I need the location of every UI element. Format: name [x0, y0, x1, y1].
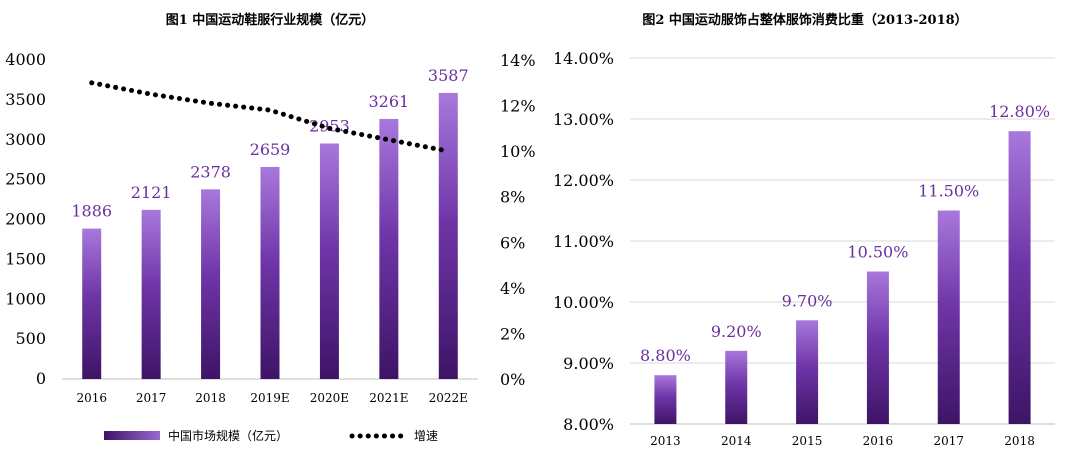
- chart1-data-label: 2659: [250, 140, 291, 159]
- chart2-y-tick-label: 12.00%: [553, 171, 614, 190]
- chart2-y-tick-label: 11.00%: [553, 232, 614, 251]
- chart1-bar: [438, 92, 458, 379]
- chart1-y2-tick-label: 12%: [500, 97, 536, 116]
- chart2-y-tick-label: 9.00%: [563, 354, 614, 373]
- chart2: 图2 中国运动服饰占整体服饰消费比重（2013-2018） 14.00% 13.0…: [553, 12, 1055, 448]
- chart2-bars: [654, 131, 1031, 424]
- chart1-y-tick-label: 1000: [5, 289, 46, 308]
- chart1-y-tick-label: 4000: [5, 50, 46, 69]
- chart1-y-tick-label: 0: [36, 369, 46, 388]
- chart1-y-tick-label: 2000: [5, 210, 46, 229]
- chart1-bar: [201, 189, 221, 379]
- chart2-y-tick-label: 10.00%: [553, 293, 614, 312]
- chart2-x-tick-label: 2017: [933, 434, 964, 448]
- chart2-x-tick-label: 2014: [721, 434, 752, 448]
- chart1-y-tick-label: 3500: [5, 90, 46, 109]
- chart1-bars: [82, 92, 458, 380]
- chart2-y-tick-label: 14.00%: [553, 49, 614, 68]
- chart1-y2-tick-label: 6%: [500, 233, 525, 252]
- chart1-bar: [319, 143, 339, 379]
- chart1-x-tick-label: 2016: [76, 391, 107, 405]
- chart1-y-tick-label: 1500: [5, 249, 46, 268]
- chart2-bar: [796, 320, 819, 424]
- chart2-bar: [725, 350, 748, 424]
- chart1-data-label: 2378: [190, 162, 231, 181]
- chart1-left-axis: 4000 3500 3000 2500 2000 1500 1000 500 0: [5, 50, 46, 388]
- chart1: 图1 中国运动鞋服行业规模（亿元） 4000 3500 3000 2500 2000 15…: [5, 12, 535, 443]
- legend-bar-label: 中国市场规模（亿元）: [168, 428, 288, 443]
- chart2-data-label: 12.80%: [989, 102, 1050, 121]
- chart1-data-label: 3261: [368, 92, 409, 111]
- chart2-x-tick-label: 2015: [792, 434, 823, 448]
- chart2-bar: [937, 210, 960, 424]
- chart1-y-tick-label: 3000: [5, 130, 46, 149]
- chart2-data-label: 11.50%: [918, 182, 979, 201]
- chart2-y-axis: 14.00% 13.00% 12.00% 11.00% 10.00% 9.00% 8.00%: [553, 49, 614, 434]
- chart1-y2-tick-label: 4%: [500, 279, 525, 298]
- chart1-y2-tick-label: 2%: [500, 324, 525, 343]
- chart2-bar: [1008, 131, 1031, 424]
- chart2-bar: [654, 375, 677, 424]
- chart1-legend: 中国市场规模（亿元） 增速: [104, 428, 438, 443]
- chart1-x-tick-label: 2022E: [429, 391, 468, 405]
- chart1-y2-tick-label: 14%: [500, 51, 536, 70]
- chart1-y2-tick-label: 8%: [500, 188, 525, 207]
- chart2-data-labels: 8.80% 9.20% 9.70% 10.50% 11.50% 12.80%: [640, 102, 1050, 365]
- chart1-title: 图1 中国运动鞋服行业规模（亿元）: [166, 12, 375, 28]
- legend-line-label: 增速: [414, 429, 438, 443]
- legend-bar-swatch: [104, 431, 160, 440]
- chart1-x-tick-label: 2018: [195, 391, 226, 405]
- chart2-data-label: 9.20%: [711, 322, 762, 341]
- chart2-gridlines: [630, 57, 1055, 364]
- chart1-data-label: 2121: [131, 183, 172, 202]
- chart2-data-label: 9.70%: [782, 291, 833, 310]
- chart1-data-label: 3587: [428, 66, 469, 85]
- chart2-y-tick-label: 8.00%: [563, 415, 614, 434]
- chart1-bar: [141, 209, 161, 379]
- chart2-x-tick-label: 2013: [650, 434, 681, 448]
- chart2-data-label: 8.80%: [640, 346, 691, 365]
- chart2-x-axis: 2013 2014 2015 2016 2017 2018: [650, 434, 1035, 448]
- chart2-x-tick-label: 2018: [1004, 434, 1035, 448]
- chart1-bar: [260, 166, 280, 379]
- chart1-x-axis: 2016 2017 2018 2019E 2020E 2021E 2022E: [76, 391, 468, 405]
- chart2-title: 图2 中国运动服饰占整体服饰消费比重（2013-2018）: [642, 12, 967, 28]
- chart1-bar: [82, 228, 102, 379]
- chart2-data-label: 10.50%: [847, 243, 908, 262]
- chart1-y-tick-label: 500: [15, 329, 46, 348]
- chart1-data-label: 1886: [71, 202, 112, 221]
- chart1-x-tick-label: 2017: [136, 391, 167, 405]
- chart2-bar: [866, 271, 889, 424]
- chart1-x-tick-label: 2021E: [369, 391, 408, 405]
- chart1-growth-series: [89, 80, 451, 154]
- chart1-y-tick-label: 2500: [5, 170, 46, 189]
- chart1-bar: [379, 118, 399, 380]
- chart1-x-tick-label: 2019E: [250, 391, 289, 405]
- chart2-x-tick-label: 2016: [863, 434, 894, 448]
- chart2-y-tick-label: 13.00%: [553, 110, 614, 129]
- chart1-growth-line: [89, 80, 451, 154]
- chart1-y2-tick-label: 0%: [500, 370, 525, 389]
- chart1-x-tick-label: 2020E: [310, 391, 349, 405]
- chart1-right-axis: 14% 12% 10% 8% 6% 4% 2% 0%: [500, 51, 536, 389]
- chart1-y2-tick-label: 10%: [500, 142, 536, 161]
